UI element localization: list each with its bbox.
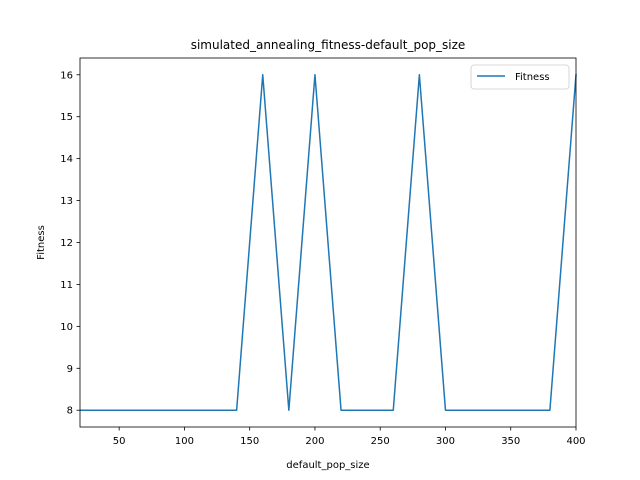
legend: Fitness bbox=[470, 64, 570, 90]
chart-title: simulated_annealing_fitness-default_pop_… bbox=[191, 38, 466, 52]
y-tick-label: 14 bbox=[60, 154, 73, 165]
x-tick-label: 250 bbox=[371, 436, 390, 447]
y-tick-label: 15 bbox=[60, 112, 73, 123]
y-tick-label: 9 bbox=[67, 364, 73, 375]
legend-label-fitness: Fitness bbox=[515, 72, 550, 83]
x-tick-label: 100 bbox=[175, 436, 194, 447]
x-tick-label: 150 bbox=[240, 436, 259, 447]
y-axis-ticks: 8 9 10 11 12 13 14 15 16 bbox=[60, 70, 80, 417]
x-axis-label: default_pop_size bbox=[286, 460, 369, 471]
y-tick-label: 12 bbox=[60, 238, 73, 249]
y-tick-label: 13 bbox=[60, 196, 73, 207]
x-tick-label: 300 bbox=[436, 436, 455, 447]
series-layer bbox=[80, 73, 577, 411]
x-axis-ticks: 50 100 150 200 250 300 350 400 bbox=[113, 427, 586, 447]
x-tick-label: 350 bbox=[501, 436, 520, 447]
y-tick-label: 16 bbox=[60, 70, 73, 81]
y-tick-label: 8 bbox=[67, 406, 73, 417]
x-tick-label: 400 bbox=[566, 436, 585, 447]
y-axis-label: Fitness bbox=[36, 225, 47, 260]
y-tick-label: 10 bbox=[60, 322, 73, 333]
x-tick-label: 50 bbox=[113, 436, 126, 447]
series-line-fitness bbox=[80, 73, 577, 411]
legend-box bbox=[470, 64, 570, 90]
x-tick-label: 200 bbox=[305, 436, 324, 447]
y-tick-label: 11 bbox=[60, 280, 73, 291]
